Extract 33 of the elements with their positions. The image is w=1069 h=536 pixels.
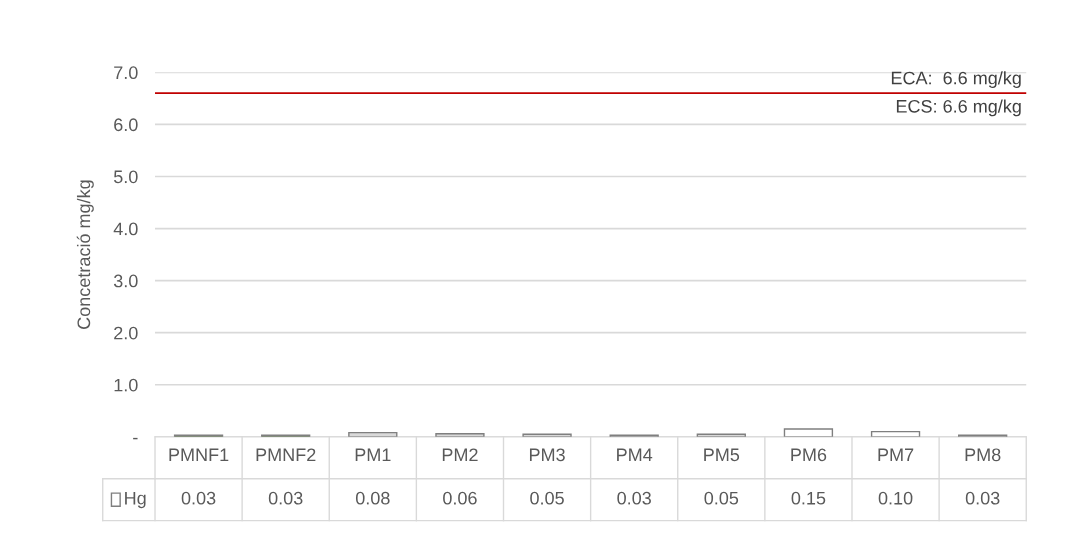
- y-tick-label: 7.0: [114, 66, 138, 80]
- x-tick-label: PM4: [617, 448, 653, 462]
- y-tick-label: -: [133, 437, 138, 440]
- annotation: ECS: 6.6 mg/kg: [896, 99, 1021, 117]
- data-label: 0.10: [878, 491, 913, 505]
- data-label: 0.06: [443, 491, 477, 505]
- data-label: 0.05: [704, 491, 739, 505]
- x-tick-label: PMNF2: [256, 448, 316, 462]
- data-label: 0.03: [181, 491, 216, 505]
- x-tick-label: PM6: [791, 448, 827, 462]
- x-tick-label: PM5: [704, 448, 740, 462]
- y-axis-title: Concetració mg/kg: [76, 180, 94, 329]
- data-label: 0.03: [617, 491, 651, 505]
- data-label: 0.08: [355, 491, 390, 505]
- bar: [783, 428, 834, 437]
- x-tick-label: PMNF1: [169, 448, 229, 462]
- x-tick-label: PM7: [878, 448, 914, 462]
- data-label: 0.03: [268, 491, 303, 505]
- x-tick-label: PM8: [965, 448, 1001, 462]
- data-label: 0.15: [791, 491, 826, 505]
- y-tick-label: 1.0: [114, 378, 138, 392]
- y-tick-label: 5.0: [113, 170, 138, 184]
- y-tick-label: 3.0: [113, 274, 138, 288]
- y-tick-label: 6.0: [114, 118, 138, 132]
- y-tick-label: 4.0: [113, 222, 138, 236]
- x-tick-label: PM3: [529, 448, 565, 462]
- y-tick-label: 2.0: [114, 326, 138, 340]
- x-tick-label: PM1: [355, 448, 391, 462]
- ref-line-label: ECA: 6.6 mg/kg: [891, 71, 1021, 88]
- x-tick-label: PM2: [442, 448, 478, 462]
- data-label: 0.03: [965, 491, 1000, 505]
- legend-label: Hg: [125, 491, 146, 509]
- data-label: 0.05: [530, 491, 564, 505]
